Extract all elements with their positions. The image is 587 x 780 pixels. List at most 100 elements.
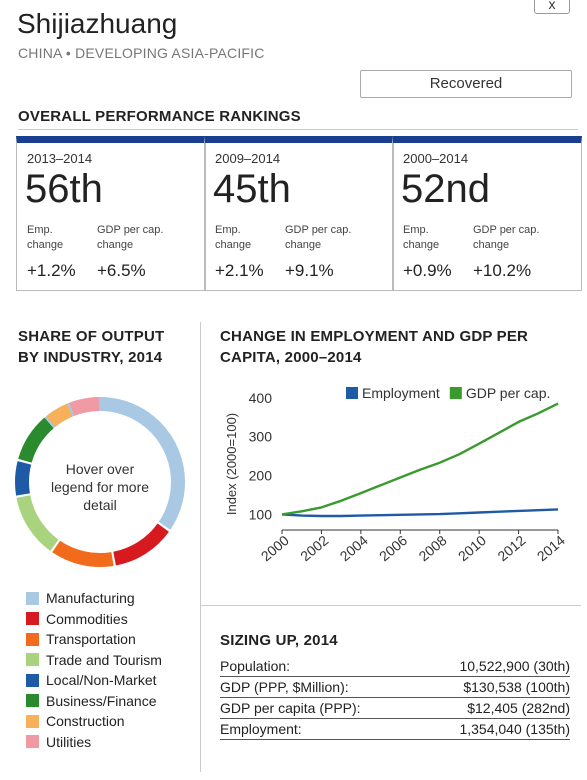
sizing-title: SIZING UP, 2014 (220, 632, 338, 649)
ranking-card-2013-2014: 2013–2014 56th Emp. change GDP per cap. … (16, 136, 206, 291)
chart-legend-label: Employment (362, 385, 440, 401)
donut-segment[interactable] (15, 461, 32, 496)
x-tick-label: 2008 (415, 532, 449, 564)
ranking-value: 56th (25, 167, 103, 211)
x-tick-label: 2002 (297, 532, 331, 564)
donut-segment[interactable] (69, 397, 100, 416)
x-tick-label: 2012 (494, 532, 528, 564)
y-tick-label: 100 (249, 506, 273, 522)
y-axis-label: Index (2000=100) (224, 413, 239, 515)
emp-change-label: Emp. change (27, 224, 64, 251)
rankings-title: OVERALL PERFORMANCE RANKINGS (18, 108, 301, 125)
legend-label: Utilities (46, 733, 92, 750)
donut-segment[interactable] (113, 523, 169, 566)
chart-legend-swatch (449, 387, 462, 399)
chart-legend-swatch (346, 387, 358, 399)
legend-item-trade-tourism[interactable]: Trade and Tourism (26, 650, 162, 671)
legend-swatch (26, 714, 39, 728)
x-tick-label: 2010 (455, 532, 489, 564)
y-tick-label: 400 (249, 390, 273, 406)
sizing-label: Population: (220, 658, 291, 674)
emp-change-label: Emp. change (215, 224, 252, 251)
chart-legend-label: GDP per cap. (466, 385, 551, 401)
legend-item-local-non-market[interactable]: Local/Non-Market (26, 670, 162, 691)
legend-label: Trade and Tourism (46, 651, 162, 668)
legend-item-transportation[interactable]: Transportation (26, 629, 162, 650)
legend-swatch (26, 673, 39, 687)
ranking-period: 2013–2014 (27, 151, 93, 166)
donut-segment[interactable] (18, 417, 54, 463)
sizing-value: $130,538 (100th) (463, 679, 570, 695)
region-subtitle: CHINA • DEVELOPING ASIA-PACIFIC (18, 45, 265, 61)
emp-change-value: +2.1% (215, 261, 264, 280)
gdp-change-label: GDP per cap. change (97, 224, 164, 251)
legend-swatch (26, 653, 39, 667)
legend-item-business-finance[interactable]: Business/Finance (26, 691, 162, 712)
industry-donut-chart: Hover over legend for more detail (14, 396, 186, 568)
y-tick-label: 200 (249, 468, 273, 484)
sizing-row-population: Population: 10,522,900 (30th) (220, 656, 570, 677)
donut-segment[interactable] (52, 540, 114, 567)
sizing-row-employment: Employment: 1,354,040 (135th) (220, 719, 570, 740)
donut-segment[interactable] (46, 403, 73, 428)
employment-gdp-line-chart: Index (2000=100) 100 200 300 400 2000 2002 2004… (212, 378, 582, 598)
sizing-row-gdp-per-capita: GDP per capita (PPP): $12,405 (282nd) (220, 698, 570, 719)
x-tick-label: 2004 (337, 532, 371, 564)
legend-label: Commodities (46, 610, 128, 627)
close-button[interactable]: x (534, 0, 570, 14)
sizing-label: GDP per capita (PPP): (220, 700, 361, 716)
ranking-card-2000-2014: 2000–2014 52nd Emp. change GDP per cap. … (392, 136, 582, 291)
legend-item-manufacturing[interactable]: Manufacturing (26, 588, 162, 609)
legend-label: Business/Finance (46, 692, 157, 709)
legend-swatch (26, 694, 39, 708)
status-box: Recovered (360, 70, 572, 98)
series-line-employment (281, 508, 559, 518)
x-tick-label: 2000 (258, 532, 292, 564)
emp-change-label: Emp. change (403, 224, 440, 251)
ranking-period: 2009–2014 (215, 151, 281, 166)
y-tick-label: 300 (249, 429, 273, 445)
line-chart-svg: Index (2000=100) 100 200 300 400 2000 2002 2004… (224, 385, 568, 564)
ranking-value: 52nd (401, 167, 490, 211)
legend-label: Transportation (46, 631, 136, 648)
sizing-row-gdp: GDP (PPP, $Million): $130,538 (100th) (220, 677, 570, 698)
legend-swatch (26, 591, 39, 605)
column-divider (200, 322, 201, 772)
sizing-value: 1,354,040 (135th) (459, 721, 570, 737)
donut-svg (15, 397, 185, 567)
divider (201, 605, 581, 606)
gdp-change-value: +9.1% (285, 261, 334, 280)
donut-segment[interactable] (16, 495, 59, 551)
gdp-change-label: GDP per cap. change (285, 224, 352, 251)
donut-hint: Hover over legend for more detail (50, 461, 150, 513)
legend-swatch (26, 612, 39, 626)
sizing-table: Population: 10,522,900 (30th) GDP (PPP, $… (220, 656, 570, 740)
sizing-value: 10,522,900 (30th) (459, 658, 570, 674)
legend-label: Local/Non-Market (46, 672, 157, 689)
ranking-period: 2000–2014 (403, 151, 469, 166)
sizing-label: Employment: (220, 721, 302, 737)
gdp-change-value: +10.2% (473, 261, 532, 280)
change-chart-title: CHANGE IN EMPLOYMENT AND GDP PER CAPITA,… (220, 328, 529, 366)
series-line-gdp-per-cap (281, 402, 559, 516)
legend-item-commodities[interactable]: Commodities (26, 609, 162, 630)
gdp-change-value: +6.5% (97, 261, 146, 280)
ranking-value: 45th (213, 167, 291, 211)
legend-swatch (26, 632, 39, 646)
sizing-value: $12,405 (282nd) (467, 700, 570, 716)
legend-item-utilities[interactable]: Utilities (26, 732, 162, 753)
legend-swatch (26, 735, 39, 749)
gdp-change-label: GDP per cap. change (473, 224, 540, 251)
divider (18, 129, 578, 130)
emp-change-value: +0.9% (403, 261, 452, 280)
city-title: Shijiazhuang (17, 8, 178, 39)
industry-legend: Manufacturing Commodities Transportation… (26, 588, 162, 752)
ranking-card-2009-2014: 2009–2014 45th Emp. change GDP per cap. … (204, 136, 394, 291)
legend-label: Construction (46, 713, 125, 730)
emp-change-value: +1.2% (27, 261, 76, 280)
legend-item-construction[interactable]: Construction (26, 711, 162, 732)
sizing-label: GDP (PPP, $Million): (220, 679, 349, 695)
x-tick-label: 2006 (376, 532, 410, 564)
share-title: SHARE OF OUTPUT BY INDUSTRY, 2014 (18, 328, 165, 366)
legend-label: Manufacturing (46, 590, 135, 607)
